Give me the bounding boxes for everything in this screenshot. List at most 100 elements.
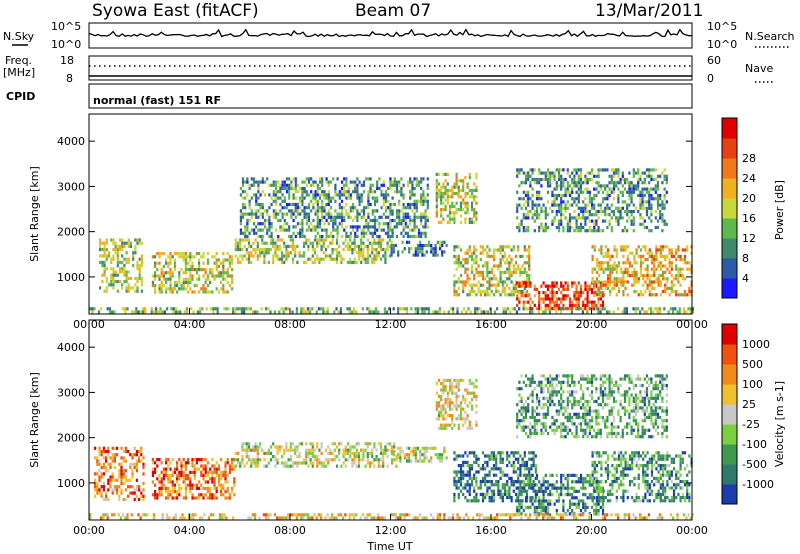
- echo-cell: [674, 307, 677, 311]
- echo-cell: [562, 483, 565, 487]
- echo-cell: [140, 254, 143, 258]
- echo-cell: [621, 190, 624, 194]
- echo-cell: [582, 303, 585, 307]
- echo-cell: [380, 206, 383, 210]
- echo-cell: [123, 267, 126, 271]
- echo-cell: [351, 206, 355, 210]
- echo-cell: [475, 217, 478, 221]
- echo-cell: [522, 303, 525, 307]
- echo-cell: [353, 248, 356, 252]
- echo-cell: [410, 307, 413, 311]
- echo-cell: [331, 251, 334, 255]
- echo-cell: [263, 218, 267, 223]
- echo-cell: [544, 174, 547, 178]
- echo-cell: [377, 464, 380, 468]
- echo-cell: [617, 307, 620, 311]
- echo-cell: [266, 209, 269, 213]
- echo-cell: [643, 177, 646, 182]
- echo-cell: [397, 446, 400, 450]
- echo-cell: [437, 192, 441, 196]
- echo-cell: [332, 218, 335, 223]
- echo-cell: [296, 209, 300, 213]
- echo-cell: [670, 248, 673, 252]
- echo-cell: [241, 183, 245, 187]
- echo-cell: [459, 248, 463, 252]
- echo-cell: [538, 190, 541, 194]
- echo-cell: [335, 248, 339, 252]
- echo-cell: [622, 270, 625, 274]
- echo-cell: [416, 253, 420, 257]
- echo-cell: [468, 290, 471, 294]
- echo-cell: [382, 238, 385, 242]
- echo-cell: [535, 213, 539, 217]
- echo-cell: [204, 486, 207, 490]
- echo-cell: [464, 483, 467, 487]
- echo-cell: [601, 197, 605, 201]
- echo-cell: [184, 490, 187, 494]
- echo-cell: [626, 270, 629, 274]
- echo-cell: [222, 252, 225, 256]
- echo-cell: [384, 190, 388, 194]
- echo-cell: [281, 212, 284, 216]
- echo-cell: [398, 180, 401, 184]
- echo-cell: [542, 291, 545, 295]
- echo-cell: [340, 206, 344, 210]
- echo-cell: [394, 243, 398, 248]
- echo-cell: [320, 451, 323, 455]
- echo-cell: [111, 488, 114, 492]
- echo-cell: [189, 490, 192, 494]
- echo-cell: [495, 290, 498, 294]
- echo-cell: [296, 260, 299, 264]
- echo-cell: [234, 458, 237, 462]
- echo-cell: [411, 190, 414, 194]
- echo-cell: [89, 307, 92, 311]
- echo-cell: [132, 251, 135, 255]
- echo-cell: [354, 183, 357, 187]
- echo-cell: [455, 245, 458, 249]
- echo-cell: [518, 222, 521, 226]
- echo-cell: [446, 195, 449, 199]
- echo-cell: [415, 234, 418, 239]
- echo-cell: [518, 203, 521, 207]
- echo-cell: [412, 446, 415, 450]
- echo-cell: [481, 499, 485, 503]
- echo-cell: [206, 274, 209, 278]
- echo-cell: [367, 193, 370, 197]
- echo-cell: [321, 183, 324, 187]
- echo-cell: [484, 290, 487, 294]
- echo-cell: [544, 284, 547, 288]
- echo-cell: [209, 470, 212, 474]
- echo-cell: [409, 218, 412, 223]
- echo-cell: [435, 201, 438, 205]
- echo-cell: [464, 220, 467, 224]
- echo-cell: [380, 190, 383, 194]
- echo-cell: [250, 254, 253, 258]
- echo-cell: [524, 483, 528, 487]
- echo-cell: [107, 453, 110, 457]
- echo-cell: [644, 280, 647, 284]
- echo-cell: [189, 280, 192, 284]
- echo-cell: [320, 464, 323, 468]
- echo-cell: [123, 270, 126, 274]
- echo-cell: [659, 245, 662, 249]
- echo-cell: [362, 228, 366, 232]
- echo-cell: [317, 307, 320, 311]
- echo-cell: [436, 456, 439, 460]
- echo-cell: [615, 219, 618, 223]
- echo-cell: [289, 448, 292, 452]
- echo-cell: [501, 473, 504, 477]
- echo-cell: [187, 483, 190, 487]
- echo-cell: [292, 225, 295, 229]
- echo-cell: [524, 216, 528, 220]
- echo-cell: [379, 464, 383, 468]
- echo-cell: [595, 258, 599, 262]
- echo-cell: [154, 274, 157, 278]
- echo-cell: [421, 310, 424, 314]
- echo-cell: [245, 257, 248, 261]
- echo-cell: [514, 254, 518, 258]
- echo-cell: [531, 200, 534, 204]
- echo-cell: [420, 177, 423, 181]
- echo-cell: [668, 248, 671, 252]
- echo-cell: [215, 461, 218, 465]
- echo-cell: [215, 261, 218, 265]
